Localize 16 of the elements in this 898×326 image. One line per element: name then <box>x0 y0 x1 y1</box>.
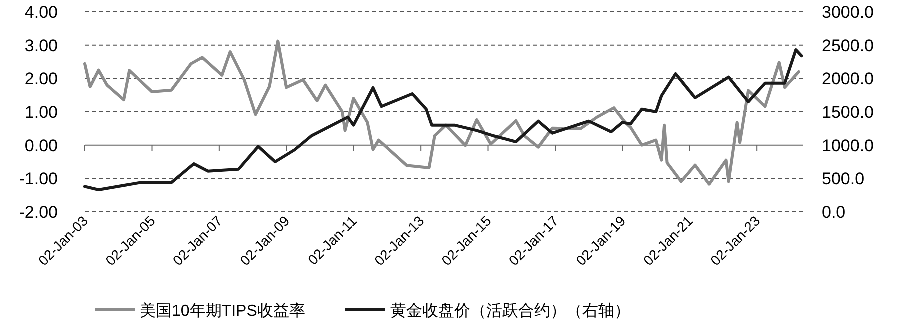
legend-label: 美国10年期TIPS收益率 <box>140 302 306 320</box>
y2-tick-label: 1500.0 <box>822 103 874 122</box>
y-tick-label: 0.00 <box>24 136 58 156</box>
y2-tick-label: 3000.0 <box>822 3 874 22</box>
y-tick-label: -2.00 <box>19 203 58 222</box>
legend-label: 黄金收盘价（活跃合约）（右轴） <box>390 302 630 320</box>
y-tick-label: -1.00 <box>19 170 58 189</box>
y-tick-label: 1.00 <box>24 103 58 122</box>
y2-tick-label: 0.0 <box>822 203 846 222</box>
y-tick-label: 3.00 <box>24 36 58 56</box>
y2-tick-label: 500.0 <box>822 170 865 189</box>
y2-tick-label: 2500.0 <box>822 36 874 56</box>
y2-tick-label: 1000.0 <box>822 136 874 156</box>
y2-tick-label: 2000.0 <box>822 70 874 89</box>
y-tick-label: 4.00 <box>24 3 58 22</box>
y-tick-label: 2.00 <box>24 70 58 89</box>
